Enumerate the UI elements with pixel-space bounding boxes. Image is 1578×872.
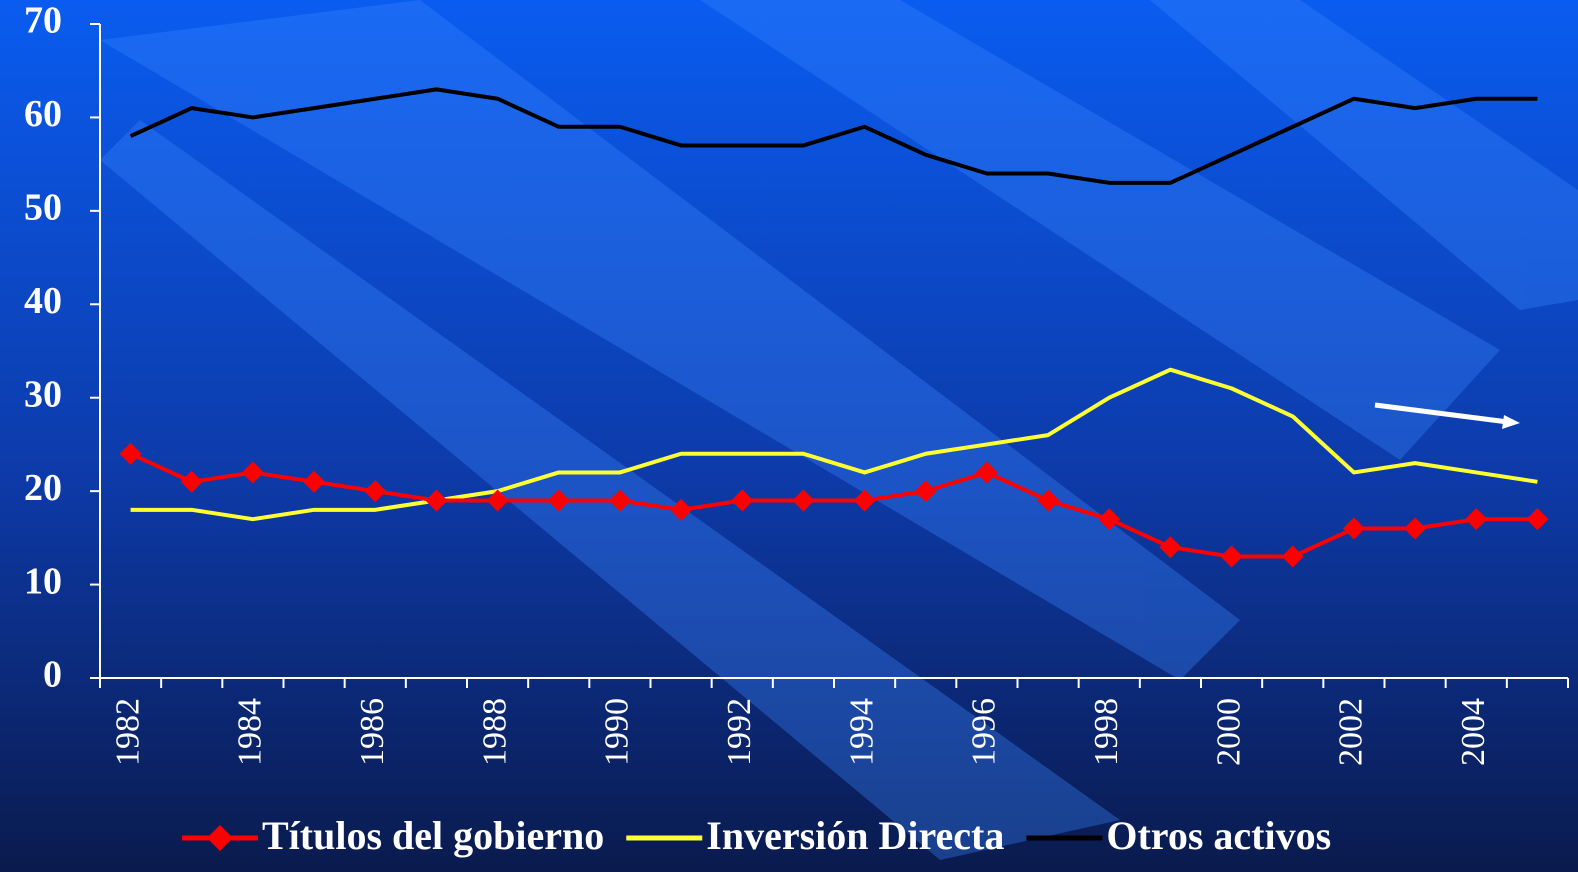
legend-label: Otros activos: [1106, 813, 1331, 858]
series-marker: [731, 489, 754, 512]
x-tick-label: 1998: [1088, 698, 1125, 766]
series-marker: [1465, 508, 1488, 531]
series-marker: [1098, 508, 1121, 531]
background-stripes: [100, 0, 1578, 860]
series-marker: [1037, 489, 1060, 512]
series-marker: [486, 489, 509, 512]
series-marker: [608, 489, 631, 512]
y-tick-label: 70: [24, 0, 62, 42]
x-tick-label: 1992: [721, 698, 758, 766]
legend-label: Títulos del gobierno: [262, 813, 604, 858]
x-tick-label: 1996: [966, 698, 1003, 766]
series-marker: [180, 470, 203, 493]
series-marker: [1526, 508, 1549, 531]
y-tick-label: 40: [24, 280, 62, 322]
series-marker: [853, 489, 876, 512]
y-tick-label: 10: [24, 560, 62, 602]
series-marker: [914, 480, 937, 503]
series-marker: [1342, 517, 1365, 540]
y-tick-label: 0: [43, 654, 62, 696]
series-marker: [792, 489, 815, 512]
annotation-arrow: [1374, 402, 1509, 425]
series-marker: [670, 498, 693, 521]
series-marker: [547, 489, 570, 512]
y-tick-label: 60: [24, 93, 62, 135]
x-tick-label: 1982: [109, 698, 146, 766]
x-tick-label: 1988: [476, 698, 513, 766]
y-tick-label: 20: [24, 467, 62, 509]
series-marker: [425, 489, 448, 512]
y-tick-label: 30: [24, 373, 62, 415]
series-marker: [364, 480, 387, 503]
legend-marker: [207, 825, 233, 851]
series-marker: [1220, 545, 1243, 568]
x-tick-label: 1984: [232, 698, 269, 766]
y-tick-label: 50: [24, 187, 62, 229]
x-tick-label: 2000: [1210, 698, 1247, 766]
series-line: [129, 87, 1538, 185]
series-line: [130, 367, 1538, 522]
series-marker: [119, 442, 142, 465]
x-tick-label: 1990: [599, 698, 636, 766]
series-marker: [1404, 517, 1427, 540]
series-marker: [1281, 545, 1304, 568]
series-marker: [975, 461, 998, 484]
series-line: [129, 451, 1538, 559]
annotation-arrow-head: [1502, 415, 1520, 429]
series-marker: [303, 470, 326, 493]
x-tick-label: 2004: [1455, 698, 1492, 766]
x-tick-label: 1986: [354, 698, 391, 766]
series-marker: [241, 461, 264, 484]
series-marker: [1159, 536, 1182, 559]
x-tick-label: 2002: [1333, 698, 1370, 766]
x-tick-label: 1994: [843, 698, 880, 766]
legend-label: Inversión Directa: [706, 813, 1004, 858]
